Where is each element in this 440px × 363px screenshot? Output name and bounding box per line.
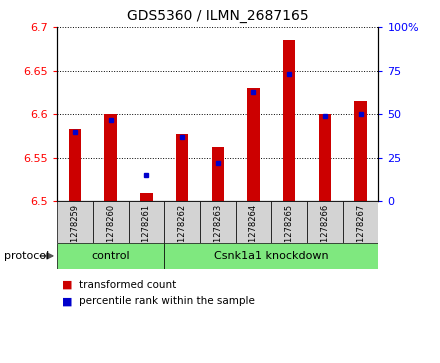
Bar <box>212 147 224 201</box>
Bar <box>200 201 236 243</box>
Bar <box>236 201 271 243</box>
Bar <box>283 40 295 201</box>
Text: ■: ■ <box>62 280 72 290</box>
Bar <box>343 201 378 243</box>
Text: protocol: protocol <box>4 251 50 261</box>
Text: GSM1278262: GSM1278262 <box>178 204 187 260</box>
Bar <box>164 243 378 269</box>
Bar <box>271 201 307 243</box>
Text: GSM1278260: GSM1278260 <box>106 204 115 260</box>
Text: GSM1278259: GSM1278259 <box>70 204 80 260</box>
Bar <box>247 88 260 201</box>
Bar <box>354 101 367 201</box>
Bar <box>57 243 164 269</box>
Bar <box>57 201 93 243</box>
Text: GSM1278264: GSM1278264 <box>249 204 258 260</box>
Text: GSM1278261: GSM1278261 <box>142 204 151 260</box>
Bar <box>93 201 128 243</box>
Bar <box>307 201 343 243</box>
Text: ■: ■ <box>62 296 72 306</box>
Bar <box>164 201 200 243</box>
Bar <box>140 193 153 201</box>
Text: control: control <box>92 251 130 261</box>
Text: GSM1278263: GSM1278263 <box>213 204 222 260</box>
Text: Csnk1a1 knockdown: Csnk1a1 knockdown <box>214 251 329 261</box>
Bar <box>319 114 331 201</box>
Bar <box>69 129 81 201</box>
Bar <box>176 134 188 201</box>
Text: GSM1278267: GSM1278267 <box>356 204 365 260</box>
Text: percentile rank within the sample: percentile rank within the sample <box>79 296 255 306</box>
Bar <box>104 114 117 201</box>
Text: GSM1278265: GSM1278265 <box>285 204 293 260</box>
Text: transformed count: transformed count <box>79 280 176 290</box>
Title: GDS5360 / ILMN_2687165: GDS5360 / ILMN_2687165 <box>127 9 308 24</box>
Text: GSM1278266: GSM1278266 <box>320 204 330 260</box>
Bar <box>128 201 164 243</box>
